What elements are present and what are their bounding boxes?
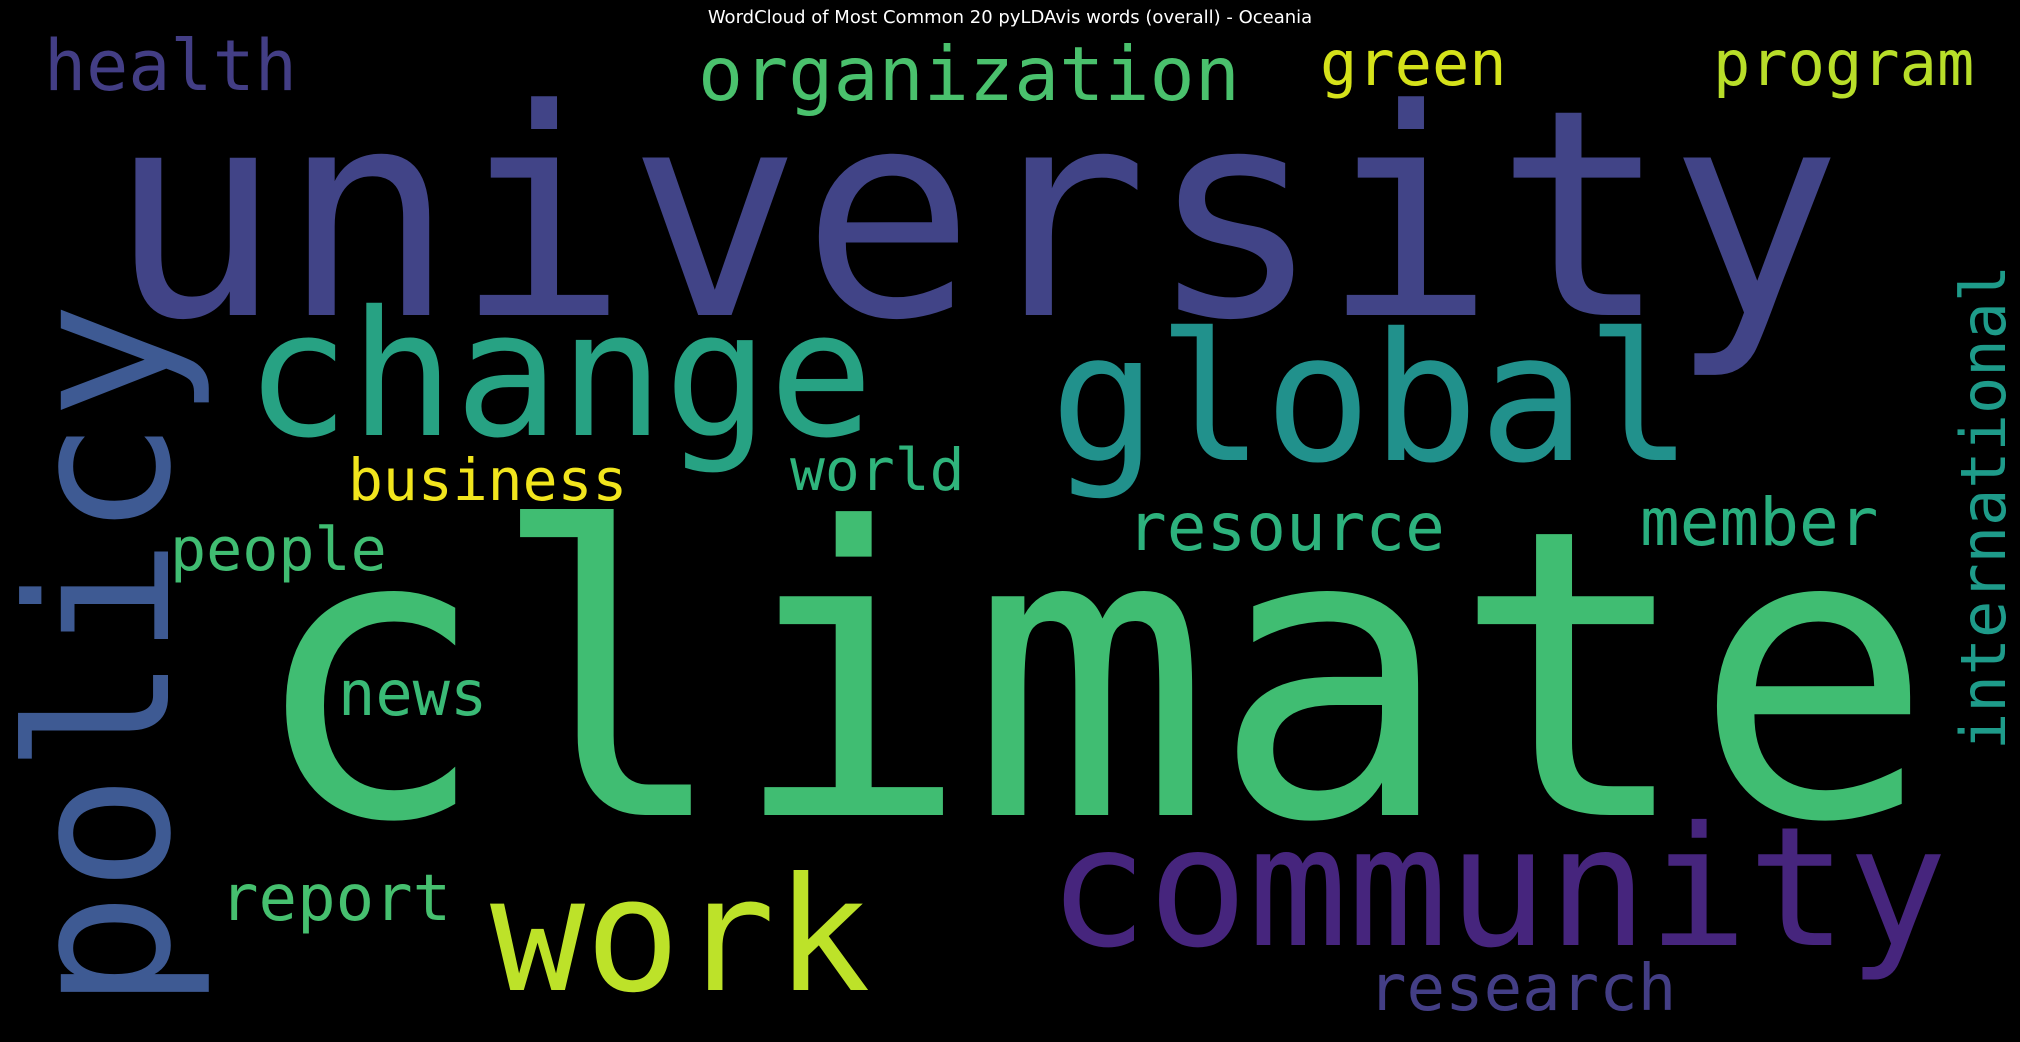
word-university: university (108, 48, 1842, 383)
word-people: people (170, 515, 387, 585)
word-community: community (1048, 792, 1947, 985)
word-climate: climate (248, 445, 1934, 910)
word-global: global (1050, 295, 1693, 502)
word-program: program (1713, 27, 1974, 100)
word-research: research (1368, 952, 1676, 1026)
word-organization: organization (698, 30, 1240, 118)
word-work: work (490, 844, 871, 1028)
word-business: business (348, 446, 627, 514)
word-health: health (44, 25, 297, 107)
word-report: report (220, 862, 451, 936)
word-news: news (338, 657, 487, 730)
word-member: member (1640, 484, 1878, 561)
word-green: green (1320, 27, 1507, 100)
word-policy: policy (0, 302, 215, 1010)
word-change: change (245, 274, 874, 477)
chart-title: WordCloud of Most Common 20 pyLDAvis wor… (707, 7, 1313, 28)
word-international: international (1947, 265, 2020, 750)
word-resource: resource (1127, 489, 1445, 566)
word-world: world (790, 436, 965, 504)
